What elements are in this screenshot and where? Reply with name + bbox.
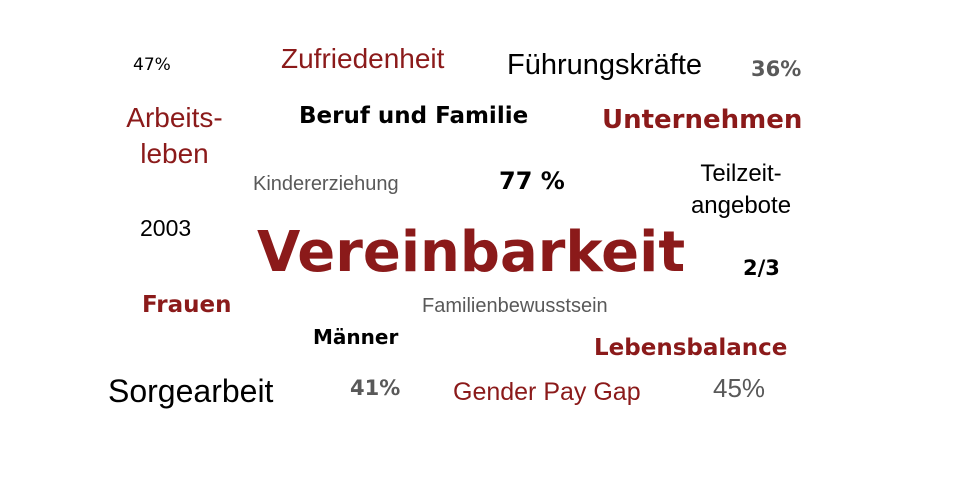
word-arbeitsleben: Arbeits- leben xyxy=(112,100,237,172)
word-beruf-und-familie: Beruf und Familie xyxy=(299,103,529,129)
word-36-percent: 36% xyxy=(751,57,802,81)
word-kindererziehung: Kindererziehung xyxy=(253,173,399,195)
word-arbeitsleben-line2: leben xyxy=(140,138,209,169)
word-maenner: Männer xyxy=(313,325,399,349)
word-77-percent: 77 % xyxy=(499,167,565,195)
word-gender-pay-gap: Gender Pay Gap xyxy=(453,378,641,406)
word-familienbewusstsein: Familienbewusstsein xyxy=(422,295,608,317)
word-unternehmen: Unternehmen xyxy=(602,105,803,135)
word-47-percent: 47% xyxy=(133,55,171,75)
word-vereinbarkeit: Vereinbarkeit xyxy=(257,220,686,285)
word-two-thirds: 2/3 xyxy=(743,256,780,280)
word-arbeitsleben-line1: Arbeits- xyxy=(126,102,223,133)
word-sorgearbeit: Sorgearbeit xyxy=(108,373,274,409)
word-teilzeitangebote-line2: angebote xyxy=(690,192,792,219)
word-teilzeitangebote: Teilzeit- angebote xyxy=(670,158,812,222)
word-lebensbalance: Lebensbalance xyxy=(594,335,788,361)
word-41-percent: 41% xyxy=(350,376,401,400)
word-fuehrungskraefte: Führungskräfte xyxy=(507,49,703,81)
word-teilzeitangebote-line1: Teilzeit- xyxy=(700,160,782,187)
word-frauen: Frauen xyxy=(142,292,232,318)
word-45-percent: 45% xyxy=(713,373,766,403)
word-zufriedenheit: Zufriedenheit xyxy=(281,43,445,74)
word-2003: 2003 xyxy=(140,215,192,241)
